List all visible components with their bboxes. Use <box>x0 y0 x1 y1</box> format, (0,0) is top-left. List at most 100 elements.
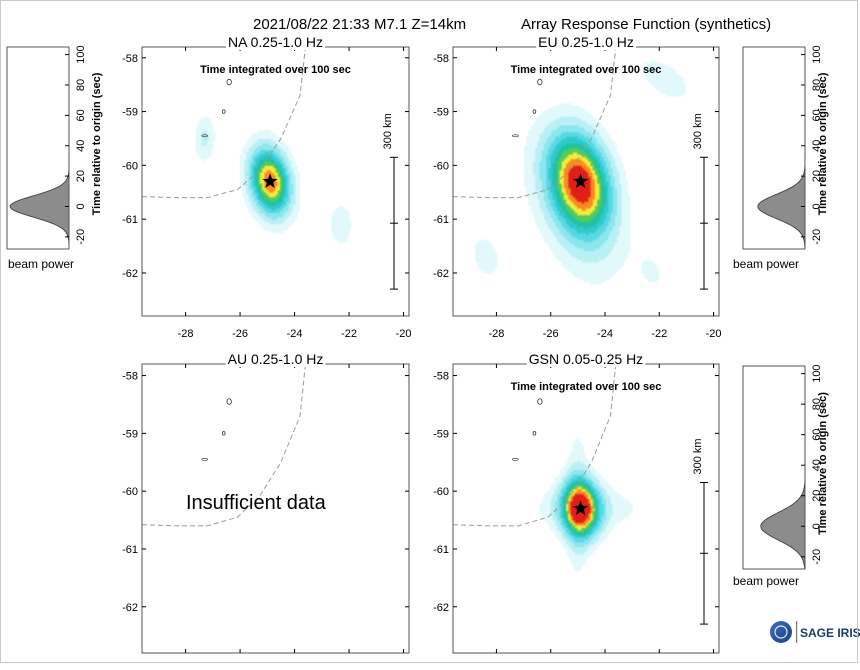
beam-y-tick-label: 100 <box>75 45 87 63</box>
integration-note: Time integrated over 100 sec <box>511 381 662 393</box>
y-tick-label: -59 <box>122 428 138 440</box>
plate-boundary-line <box>141 363 306 527</box>
integration-note: Time integrated over 100 sec <box>200 64 351 76</box>
island-outline <box>532 431 537 436</box>
y-tick-label: -62 <box>433 602 449 614</box>
y-tick-label: -60 <box>433 160 449 172</box>
beam-y-tick-label: 20 <box>75 170 87 182</box>
beam-y-axis-label: Time relative to origin (sec) <box>817 392 829 535</box>
beam-y-tick-label: 60 <box>75 109 87 121</box>
y-tick-label: -58 <box>433 371 449 383</box>
plate-boundary-line <box>452 363 617 527</box>
beam-frame <box>6 46 70 250</box>
beam-power-heatmap <box>453 47 719 316</box>
sage-iris-logo: SAGE IRIS <box>770 621 860 643</box>
scale-bar-label: 300 km <box>692 438 704 474</box>
beam-power-heatmap <box>142 47 409 316</box>
beam-power-label: beam power <box>733 574 799 588</box>
island-outline <box>201 458 209 461</box>
beam-power-label: beam power <box>733 257 799 271</box>
beam-y-tick-label: 80 <box>811 79 823 91</box>
y-tick-label: -59 <box>433 107 449 119</box>
x-tick-label: -28 <box>178 328 194 340</box>
island-outline <box>532 109 537 114</box>
beam-y-axis-label: Time relative to origin (sec) <box>817 72 829 215</box>
y-tick-label: -61 <box>433 214 449 226</box>
island-outline <box>221 431 226 436</box>
epicenter-star-icon <box>572 500 589 515</box>
epicenter-star-icon <box>572 173 589 188</box>
beam-y-tick-label: 80 <box>75 79 87 91</box>
scale-bar-label: 300 km <box>382 113 394 149</box>
panel-title-backing <box>526 351 646 367</box>
panel-title: NA 0.25-1.0 Hz <box>228 34 323 50</box>
island-outline <box>221 109 226 114</box>
beam-power-label: beam power <box>8 257 74 271</box>
beam-y-tick-label: 40 <box>75 140 87 152</box>
beam-y-tick-label: 20 <box>811 170 823 182</box>
beam-y-tick-label: 100 <box>811 364 823 382</box>
nsf-seal-ring <box>774 625 788 639</box>
island-outline <box>226 398 232 405</box>
x-tick-label: -24 <box>287 328 303 340</box>
beam-y-tick-label: 80 <box>811 398 823 410</box>
y-tick-label: -61 <box>433 544 449 556</box>
scale-bar-label: 300 km <box>692 113 704 149</box>
beam-frame <box>742 46 806 250</box>
map-panel: -28 -26 -24 -22 -20 -58 -59 -60 -61 -62 EU 0.25-1.… <box>433 34 722 340</box>
beam-y-tick-label: 0 <box>75 203 87 209</box>
y-tick-label: -62 <box>122 602 138 614</box>
y-tick-label: -60 <box>122 160 138 172</box>
island-outline <box>537 398 543 405</box>
beam-y-tick-label: -20 <box>75 229 87 245</box>
panel-title: AU 0.25-1.0 Hz <box>228 351 324 367</box>
map-panels: -28 -26 -24 -22 -20 -58 -59 -60 -61 -62 NA 0.25-1.… <box>122 34 722 670</box>
beam-power-panel: -20 0 20 40 60 80 100 Time relative to origin (… <box>733 45 829 271</box>
x-tick-label: -24 <box>597 328 613 340</box>
map-panel: -28 -26 -24 -22 -20 -58 -59 -60 -61 -62 NA 0.25-1.… <box>122 34 412 340</box>
island-outline <box>537 78 543 86</box>
beam-y-tick-label: 0 <box>811 203 823 209</box>
y-tick-label: -58 <box>122 371 138 383</box>
beam-y-tick-label: -20 <box>811 229 823 245</box>
beam-y-tick-label: 0 <box>811 523 823 529</box>
panel-title-backing <box>226 34 325 50</box>
y-tick-label: -59 <box>433 428 449 440</box>
insufficient-data-message: Insufficient data <box>186 492 327 514</box>
beam-y-tick-label: 60 <box>811 429 823 441</box>
beam-power-panels: -20 0 20 40 60 80 100 Time relative to origin (… <box>6 45 829 588</box>
y-tick-label: -62 <box>433 268 449 280</box>
beam-power-panel: -20 0 20 40 60 80 100 Time relative to origin (… <box>6 45 103 271</box>
x-tick-label: -26 <box>543 328 559 340</box>
y-tick-label: -61 <box>122 544 138 556</box>
x-tick-label: -26 <box>232 328 248 340</box>
sage-iris-wordmark: SAGE IRIS <box>800 626 860 640</box>
x-tick-label: -20 <box>396 328 412 340</box>
integration-note: Time integrated over 100 sec <box>511 64 662 76</box>
x-tick-label: -22 <box>341 328 357 340</box>
plate-boundary-line <box>452 46 617 199</box>
y-tick-label: -58 <box>433 53 449 65</box>
beam-y-tick-label: 60 <box>811 109 823 121</box>
island-outline <box>512 134 519 138</box>
island-outline <box>512 458 519 461</box>
beam-y-tick-label: 40 <box>811 140 823 152</box>
x-tick-label: -28 <box>488 328 504 340</box>
island-outline <box>226 78 232 86</box>
beam-y-tick-label: 100 <box>811 45 823 63</box>
beam-power-panel: -20 0 20 40 60 80 100 Time relative to origin (… <box>733 364 829 588</box>
x-tick-label: -20 <box>706 328 722 340</box>
plate-boundary-line <box>141 46 306 199</box>
beam-y-tick-label: 20 <box>811 490 823 502</box>
nsf-seal-icon <box>770 621 792 643</box>
panel-title: GSN 0.05-0.25 Hz <box>529 351 643 367</box>
y-tick-label: -59 <box>122 107 138 119</box>
beam-y-tick-label: -20 <box>811 549 823 565</box>
epicenter-star-icon <box>262 173 278 188</box>
panel-title-backing <box>225 351 326 367</box>
x-tick-label: -22 <box>651 328 667 340</box>
beam-power-heatmap <box>453 364 719 653</box>
y-tick-label: -62 <box>122 268 138 280</box>
